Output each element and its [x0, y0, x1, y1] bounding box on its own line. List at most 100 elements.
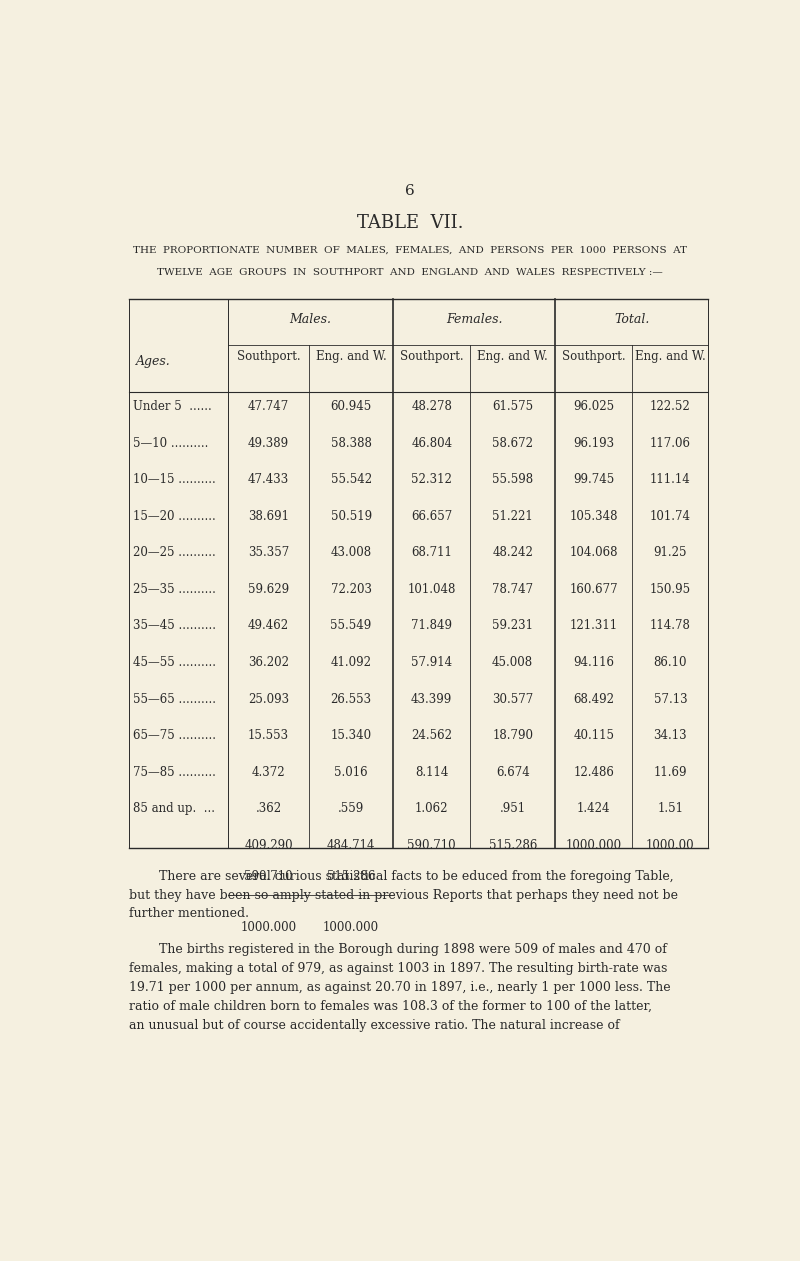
Text: ratio of male children born to females was 108.3 of the former to 100 of the lat: ratio of male children born to females w…: [130, 1000, 653, 1013]
Text: 75—85 ..........: 75—85 ..........: [134, 765, 216, 779]
Text: 160.677: 160.677: [570, 583, 618, 596]
Text: 18.790: 18.790: [492, 729, 533, 743]
Text: .951: .951: [500, 802, 526, 816]
Text: 47.747: 47.747: [248, 400, 289, 414]
Text: 50.519: 50.519: [330, 509, 372, 523]
Text: 122.52: 122.52: [650, 400, 690, 414]
Text: THE  PROPORTIONATE  NUMBER  OF  MALES,  FEMALES,  AND  PERSONS  PER  1000  PERSO: THE PROPORTIONATE NUMBER OF MALES, FEMAL…: [133, 245, 687, 255]
Text: 72.203: 72.203: [330, 583, 371, 596]
Text: 111.14: 111.14: [650, 473, 690, 487]
Text: 1.062: 1.062: [415, 802, 449, 816]
Text: .559: .559: [338, 802, 364, 816]
Text: 94.116: 94.116: [573, 656, 614, 670]
Text: 86.10: 86.10: [654, 656, 687, 670]
Text: 150.95: 150.95: [650, 583, 691, 596]
Text: 8.114: 8.114: [415, 765, 448, 779]
Text: 55.598: 55.598: [492, 473, 534, 487]
Text: 30.577: 30.577: [492, 692, 534, 706]
Text: 26.553: 26.553: [330, 692, 372, 706]
Text: 58.672: 58.672: [492, 436, 533, 450]
Text: 57.13: 57.13: [654, 692, 687, 706]
Text: 52.312: 52.312: [411, 473, 452, 487]
Text: 1.424: 1.424: [577, 802, 610, 816]
Text: 1000.000: 1000.000: [323, 921, 379, 933]
Text: There are several curious statistical facts to be educed from the foregoing Tabl: There are several curious statistical fa…: [159, 870, 674, 883]
Text: 590.710: 590.710: [244, 870, 293, 883]
Text: 104.068: 104.068: [570, 546, 618, 560]
Text: 5.016: 5.016: [334, 765, 368, 779]
Text: an unusual but of course accidentally excessive ratio. The natural increase of: an unusual but of course accidentally ex…: [130, 1019, 620, 1031]
Text: 78.747: 78.747: [492, 583, 534, 596]
Text: 91.25: 91.25: [654, 546, 687, 560]
Text: 85 and up.  ...: 85 and up. ...: [134, 802, 215, 816]
Text: 6: 6: [405, 184, 415, 198]
Text: 515.286: 515.286: [489, 839, 537, 852]
Text: 59.629: 59.629: [248, 583, 289, 596]
Text: 35—45 ..........: 35—45 ..........: [134, 619, 216, 633]
Text: TABLE  VII.: TABLE VII.: [357, 214, 463, 232]
Text: 55.549: 55.549: [330, 619, 372, 633]
Text: 105.348: 105.348: [570, 509, 618, 523]
Text: 34.13: 34.13: [654, 729, 687, 743]
Text: 101.048: 101.048: [407, 583, 456, 596]
Text: 12.486: 12.486: [574, 765, 614, 779]
Text: 48.242: 48.242: [492, 546, 533, 560]
Text: 40.115: 40.115: [573, 729, 614, 743]
Text: 19.71 per 1000 per annum, as against 20.70 in 1897, i.e., nearly 1 per 1000 less: 19.71 per 1000 per annum, as against 20.…: [130, 981, 671, 994]
Text: 68.492: 68.492: [573, 692, 614, 706]
Text: 25—35 ..........: 25—35 ..........: [134, 583, 216, 596]
Text: 96.193: 96.193: [573, 436, 614, 450]
Text: 515.286: 515.286: [327, 870, 375, 883]
Text: 99.745: 99.745: [573, 473, 614, 487]
Text: Southport.: Southport.: [400, 351, 463, 363]
Text: The births registered in the Borough during 1898 were 509 of males and 470 of: The births registered in the Borough dur…: [159, 943, 666, 956]
Text: 38.691: 38.691: [248, 509, 289, 523]
Text: Females.: Females.: [446, 313, 502, 327]
Text: 11.69: 11.69: [654, 765, 687, 779]
Text: Eng. and W.: Eng. and W.: [635, 351, 706, 363]
Text: 36.202: 36.202: [248, 656, 289, 670]
Text: TWELVE  AGE  GROUPS  IN  SOUTHPORT  AND  ENGLAND  AND  WALES  RESPECTIVELY :—: TWELVE AGE GROUPS IN SOUTHPORT AND ENGLA…: [157, 269, 663, 277]
Text: 15—20 ..........: 15—20 ..........: [134, 509, 216, 523]
Text: 20—25 ..........: 20—25 ..........: [134, 546, 216, 560]
Text: Ages.: Ages.: [136, 356, 170, 368]
Text: 71.849: 71.849: [411, 619, 452, 633]
Text: Southport.: Southport.: [237, 351, 300, 363]
Text: 49.462: 49.462: [248, 619, 289, 633]
Text: 55—65 ..........: 55—65 ..........: [134, 692, 216, 706]
Text: 68.711: 68.711: [411, 546, 452, 560]
Text: 117.06: 117.06: [650, 436, 691, 450]
Text: 10—15 ..........: 10—15 ..........: [134, 473, 216, 487]
Text: 41.092: 41.092: [330, 656, 371, 670]
Text: 45—55 ..........: 45—55 ..........: [134, 656, 216, 670]
Text: 6.674: 6.674: [496, 765, 530, 779]
Text: 1000.000: 1000.000: [241, 921, 297, 933]
Text: 96.025: 96.025: [573, 400, 614, 414]
Text: 61.575: 61.575: [492, 400, 534, 414]
Text: 1000.000: 1000.000: [566, 839, 622, 852]
Text: 49.389: 49.389: [248, 436, 289, 450]
Text: 51.221: 51.221: [492, 509, 533, 523]
Text: 484.714: 484.714: [327, 839, 375, 852]
Text: Males.: Males.: [290, 313, 331, 327]
Text: 47.433: 47.433: [248, 473, 289, 487]
Text: 1000.00: 1000.00: [646, 839, 694, 852]
Text: 4.372: 4.372: [252, 765, 286, 779]
Text: 590.710: 590.710: [407, 839, 456, 852]
Text: Eng. and W.: Eng. and W.: [478, 351, 548, 363]
Text: females, making a total of 979, as against 1003 in 1897. The resulting birth-rat: females, making a total of 979, as again…: [130, 962, 668, 975]
Text: 24.562: 24.562: [411, 729, 452, 743]
Text: .362: .362: [255, 802, 282, 816]
Text: 5—10 ..........: 5—10 ..........: [134, 436, 209, 450]
Text: 48.278: 48.278: [411, 400, 452, 414]
Text: 55.542: 55.542: [330, 473, 372, 487]
Text: 66.657: 66.657: [411, 509, 452, 523]
Text: Under 5  ......: Under 5 ......: [134, 400, 212, 414]
Text: 101.74: 101.74: [650, 509, 691, 523]
Text: 60.945: 60.945: [330, 400, 372, 414]
Text: 65—75 ..........: 65—75 ..........: [134, 729, 216, 743]
Text: 57.914: 57.914: [411, 656, 452, 670]
Text: 409.290: 409.290: [244, 839, 293, 852]
Text: 114.78: 114.78: [650, 619, 691, 633]
Text: 121.311: 121.311: [570, 619, 618, 633]
